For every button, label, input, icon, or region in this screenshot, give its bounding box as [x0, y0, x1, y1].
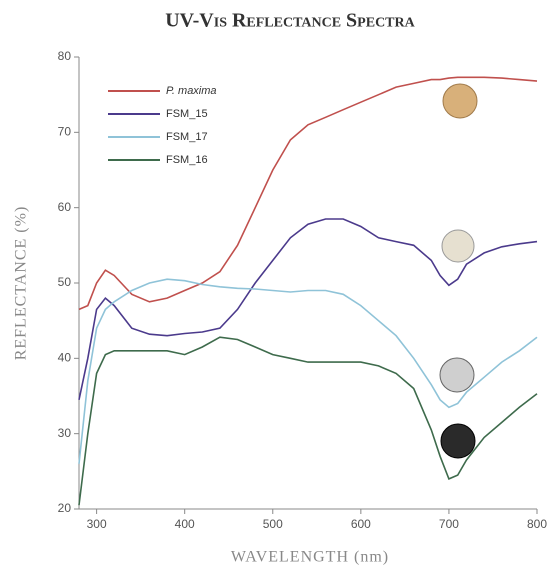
y-axis-label: REFLECTANCE (%) [13, 206, 30, 361]
x-tick-label: 800 [527, 517, 547, 531]
x-tick-label: 300 [87, 517, 107, 531]
y-tick-label: 20 [58, 501, 72, 515]
x-tick-label: 500 [263, 517, 283, 531]
y-tick-label: 30 [58, 426, 72, 440]
y-tick-label: 70 [58, 125, 72, 139]
chart-title: UV-Vis Reflectance Spectra [165, 10, 415, 32]
x-axis-label: WAVELENGTH (nm) [231, 549, 389, 566]
x-tick-label: 600 [351, 517, 371, 531]
legend-label: FSM_15 [166, 108, 208, 120]
y-tick-label: 80 [58, 49, 72, 63]
chart: UV-Vis Reflectance Spectra WAVELENGTH (n… [0, 0, 551, 572]
legend-label: FSM_17 [166, 131, 208, 143]
legend-label: P. maxima [166, 85, 217, 97]
y-tick-label: 40 [58, 351, 72, 365]
x-tick-label: 700 [439, 517, 459, 531]
y-tick-label: 50 [58, 275, 72, 289]
legend-label: FSM_16 [166, 154, 208, 166]
x-tick-label: 400 [175, 517, 195, 531]
y-tick-label: 60 [58, 200, 72, 214]
